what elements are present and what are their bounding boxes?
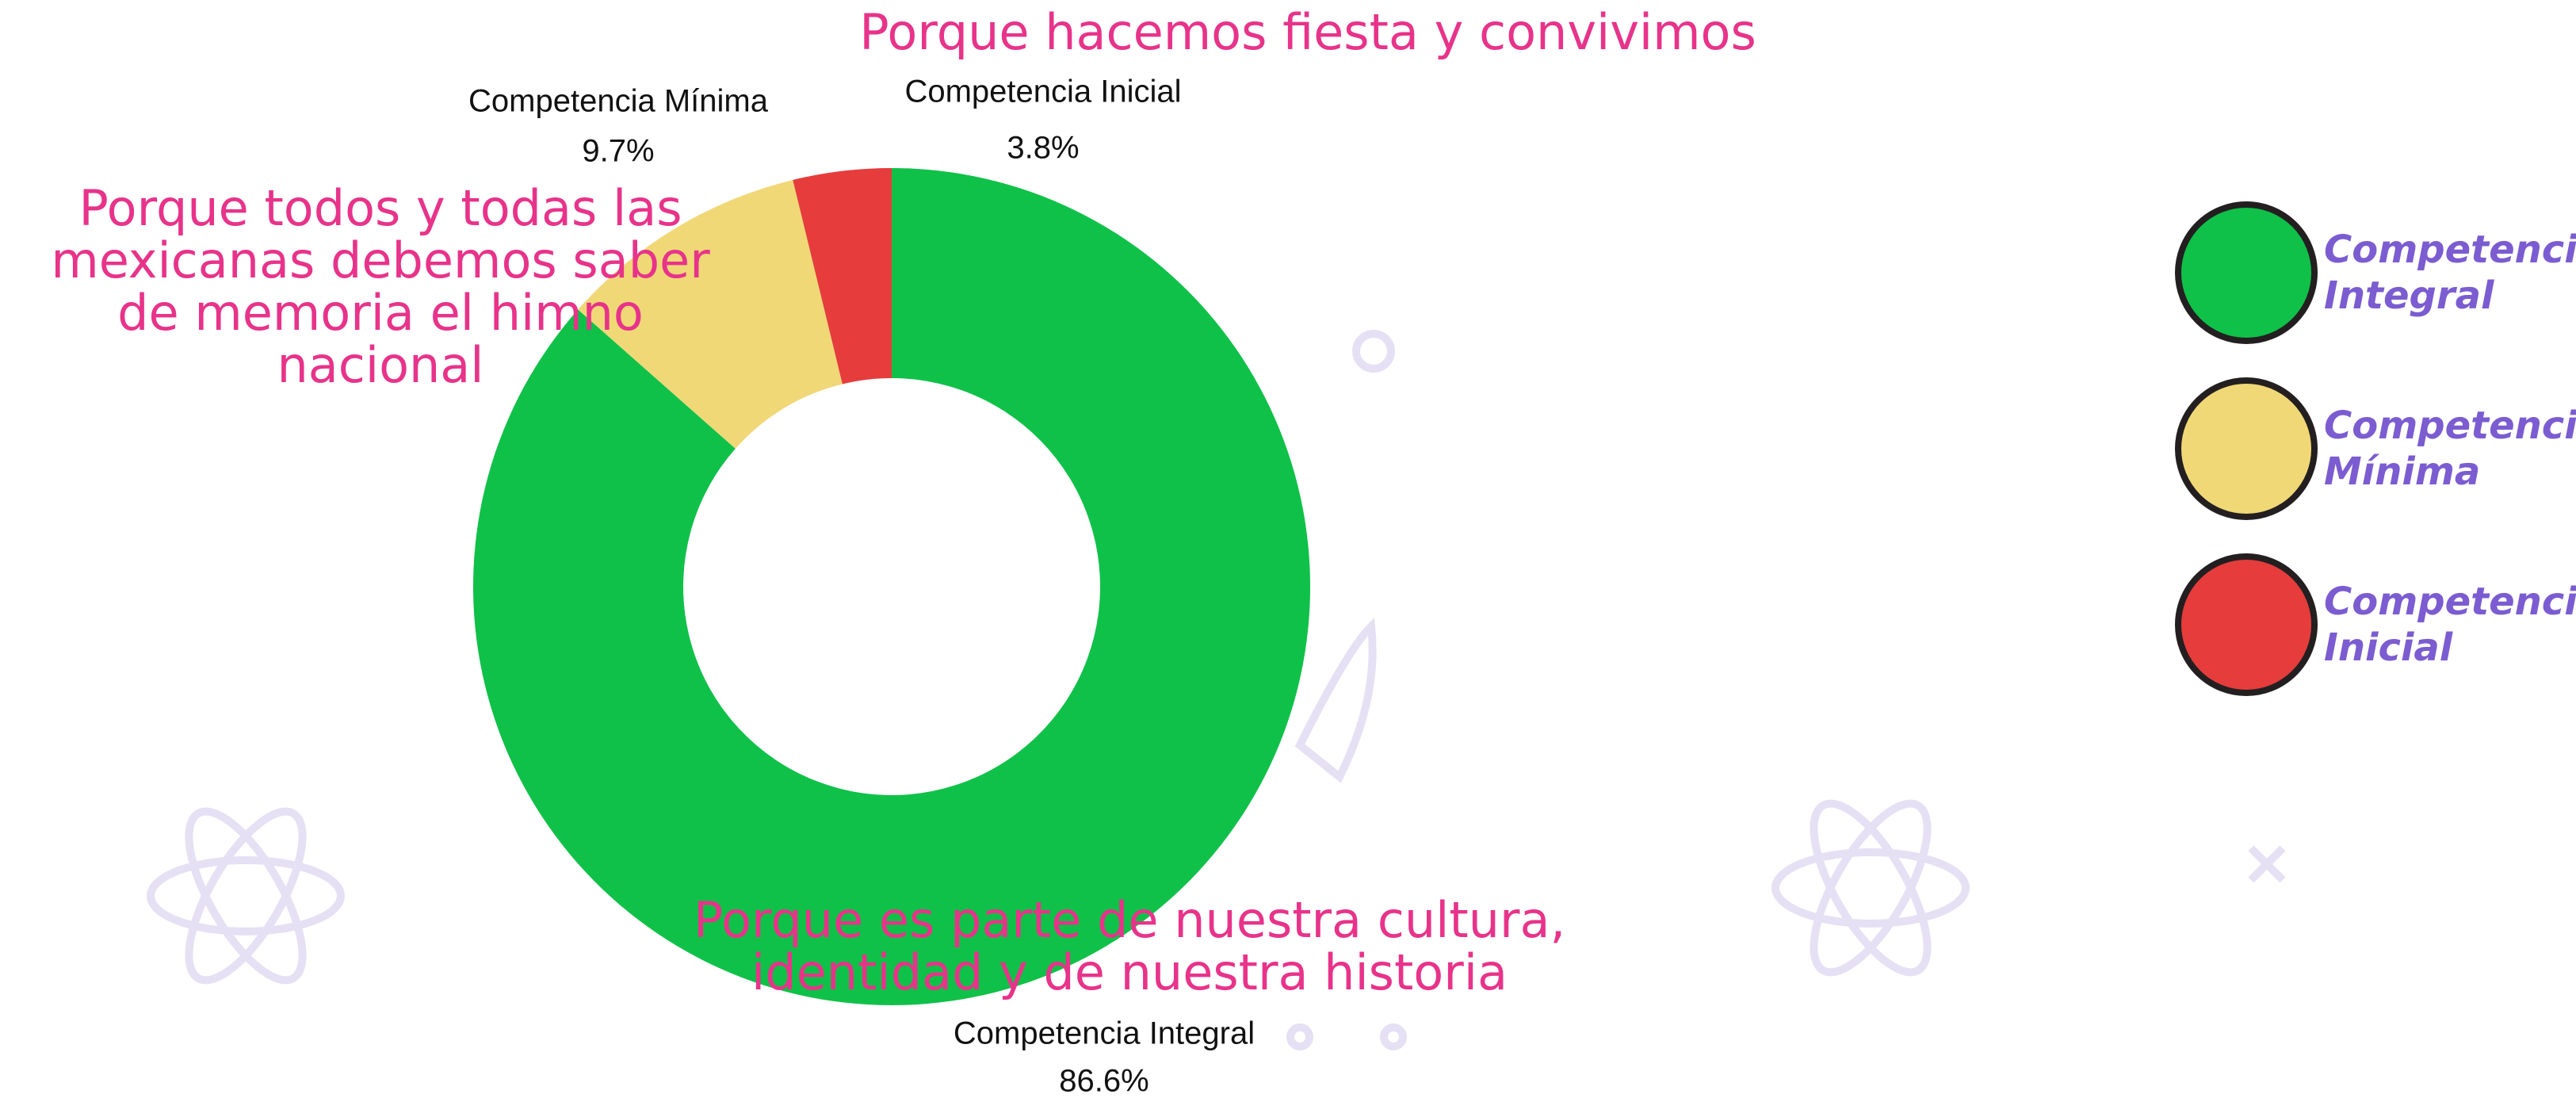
legend-swatch: [2175, 201, 2318, 344]
legend-label: Competencia Inicial: [2324, 580, 2576, 670]
data-label-category: Competencia Mínima: [468, 84, 769, 119]
legend-swatch: [2175, 553, 2318, 696]
donut: [473, 168, 1311, 1005]
donut-slice: [473, 168, 1311, 1005]
annotation: Porque todos y todas las mexicanas debem…: [51, 179, 710, 394]
donut-slice: [578, 179, 843, 449]
legend-label: Competencia Mínima: [2324, 404, 2576, 494]
legend-label: Competencia Integral: [2324, 228, 2576, 318]
data-label-category: Competencia Integral: [954, 1016, 1255, 1051]
annotation: Porque hacemos fiesta y convivimos: [859, 3, 1756, 61]
donut-slice: [793, 168, 892, 384]
legend-swatch: [2175, 377, 2318, 520]
data-label-value: 3.8%: [1007, 131, 1079, 166]
annotation: Porque es parte de nuestra cultura, iden…: [693, 891, 1566, 1001]
legend: [2175, 201, 2318, 696]
data-labels: Competencia Integral 86.6% Competencia Mín…: [468, 75, 1255, 1098]
data-label-value: 86.6%: [1059, 1064, 1148, 1098]
data-label-category: Competencia Inicial: [904, 75, 1181, 109]
data-label-value: 9.7%: [582, 134, 654, 169]
background-decor: [147, 330, 2286, 1050]
